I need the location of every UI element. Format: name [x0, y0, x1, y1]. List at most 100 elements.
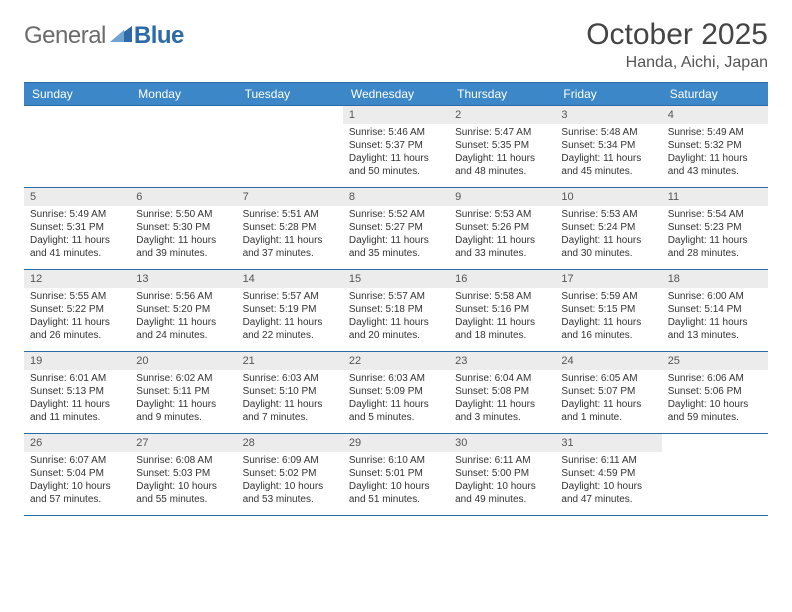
sunrise-line: Sunrise: 5:54 AM — [668, 208, 762, 221]
day-number: 4 — [662, 106, 768, 124]
calendar-cell: 20Sunrise: 6:02 AMSunset: 5:11 PMDayligh… — [130, 352, 236, 434]
day-number: 31 — [555, 434, 661, 452]
day-number: 25 — [662, 352, 768, 370]
sunset-line: Sunset: 5:24 PM — [561, 221, 655, 234]
daylight-line: Daylight: 11 hours and 11 minutes. — [30, 398, 124, 424]
day-body: Sunrise: 5:56 AMSunset: 5:20 PMDaylight:… — [130, 288, 236, 344]
sunrise-line: Sunrise: 5:51 AM — [243, 208, 337, 221]
day-body: Sunrise: 5:51 AMSunset: 5:28 PMDaylight:… — [237, 206, 343, 262]
sunset-line: Sunset: 5:20 PM — [136, 303, 230, 316]
sunrise-line: Sunrise: 5:53 AM — [455, 208, 549, 221]
day-number: 14 — [237, 270, 343, 288]
sunset-line: Sunset: 5:14 PM — [668, 303, 762, 316]
weekday-header: Saturday — [662, 83, 768, 106]
sunset-line: Sunset: 5:27 PM — [349, 221, 443, 234]
sunset-line: Sunset: 5:11 PM — [136, 385, 230, 398]
daylight-line: Daylight: 11 hours and 5 minutes. — [349, 398, 443, 424]
calendar-cell: 1Sunrise: 5:46 AMSunset: 5:37 PMDaylight… — [343, 106, 449, 188]
day-number: 22 — [343, 352, 449, 370]
day-body: Sunrise: 5:53 AMSunset: 5:26 PMDaylight:… — [449, 206, 555, 262]
sunset-line: Sunset: 5:02 PM — [243, 467, 337, 480]
sunrise-line: Sunrise: 5:57 AM — [243, 290, 337, 303]
title-block: October 2025 Handa, Aichi, Japan — [586, 18, 768, 72]
sunset-line: Sunset: 5:07 PM — [561, 385, 655, 398]
sunset-line: Sunset: 5:18 PM — [349, 303, 443, 316]
weekday-header: Monday — [130, 83, 236, 106]
sunrise-line: Sunrise: 5:47 AM — [455, 126, 549, 139]
sunset-line: Sunset: 5:23 PM — [668, 221, 762, 234]
sunrise-line: Sunrise: 6:03 AM — [243, 372, 337, 385]
sunrise-line: Sunrise: 5:52 AM — [349, 208, 443, 221]
day-body: Sunrise: 6:04 AMSunset: 5:08 PMDaylight:… — [449, 370, 555, 426]
sunrise-line: Sunrise: 5:58 AM — [455, 290, 549, 303]
sunrise-line: Sunrise: 6:09 AM — [243, 454, 337, 467]
sunset-line: Sunset: 5:03 PM — [136, 467, 230, 480]
sunrise-line: Sunrise: 5:48 AM — [561, 126, 655, 139]
daylight-line: Daylight: 11 hours and 9 minutes. — [136, 398, 230, 424]
day-number: 5 — [24, 188, 130, 206]
day-number: 6 — [130, 188, 236, 206]
sunset-line: Sunset: 5:35 PM — [455, 139, 549, 152]
calendar-cell — [24, 106, 130, 188]
day-body: Sunrise: 5:59 AMSunset: 5:15 PMDaylight:… — [555, 288, 661, 344]
day-body: Sunrise: 5:47 AMSunset: 5:35 PMDaylight:… — [449, 124, 555, 180]
daylight-line: Daylight: 11 hours and 43 minutes. — [668, 152, 762, 178]
day-number: 8 — [343, 188, 449, 206]
calendar-cell: 2Sunrise: 5:47 AMSunset: 5:35 PMDaylight… — [449, 106, 555, 188]
sunset-line: Sunset: 5:22 PM — [30, 303, 124, 316]
day-number: 10 — [555, 188, 661, 206]
calendar-row: 26Sunrise: 6:07 AMSunset: 5:04 PMDayligh… — [24, 434, 768, 516]
day-number: 13 — [130, 270, 236, 288]
day-body: Sunrise: 6:06 AMSunset: 5:06 PMDaylight:… — [662, 370, 768, 426]
calendar-cell: 14Sunrise: 5:57 AMSunset: 5:19 PMDayligh… — [237, 270, 343, 352]
day-body: Sunrise: 5:55 AMSunset: 5:22 PMDaylight:… — [24, 288, 130, 344]
daylight-line: Daylight: 11 hours and 48 minutes. — [455, 152, 549, 178]
weekday-header: Thursday — [449, 83, 555, 106]
sunrise-line: Sunrise: 6:06 AM — [668, 372, 762, 385]
calendar-cell: 5Sunrise: 5:49 AMSunset: 5:31 PMDaylight… — [24, 188, 130, 270]
day-number: 23 — [449, 352, 555, 370]
daylight-line: Daylight: 11 hours and 37 minutes. — [243, 234, 337, 260]
sunset-line: Sunset: 5:26 PM — [455, 221, 549, 234]
weekday-header: Tuesday — [237, 83, 343, 106]
sunrise-line: Sunrise: 6:10 AM — [349, 454, 443, 467]
daylight-line: Daylight: 11 hours and 1 minute. — [561, 398, 655, 424]
weekday-header: Sunday — [24, 83, 130, 106]
day-number: 9 — [449, 188, 555, 206]
daylight-line: Daylight: 11 hours and 20 minutes. — [349, 316, 443, 342]
weekday-header: Friday — [555, 83, 661, 106]
day-number: 18 — [662, 270, 768, 288]
calendar-cell: 29Sunrise: 6:10 AMSunset: 5:01 PMDayligh… — [343, 434, 449, 516]
sunset-line: Sunset: 5:06 PM — [668, 385, 762, 398]
calendar-cell: 6Sunrise: 5:50 AMSunset: 5:30 PMDaylight… — [130, 188, 236, 270]
day-number — [24, 106, 130, 124]
day-body: Sunrise: 5:49 AMSunset: 5:32 PMDaylight:… — [662, 124, 768, 180]
sunrise-line: Sunrise: 6:03 AM — [349, 372, 443, 385]
day-body: Sunrise: 6:07 AMSunset: 5:04 PMDaylight:… — [24, 452, 130, 508]
sunset-line: Sunset: 5:34 PM — [561, 139, 655, 152]
day-number: 30 — [449, 434, 555, 452]
day-number: 24 — [555, 352, 661, 370]
page-location: Handa, Aichi, Japan — [586, 54, 768, 72]
sunset-line: Sunset: 5:16 PM — [455, 303, 549, 316]
calendar-cell: 23Sunrise: 6:04 AMSunset: 5:08 PMDayligh… — [449, 352, 555, 434]
day-number: 29 — [343, 434, 449, 452]
logo-text-general: General — [24, 22, 106, 50]
sunrise-line: Sunrise: 5:49 AM — [668, 126, 762, 139]
calendar-cell: 10Sunrise: 5:53 AMSunset: 5:24 PMDayligh… — [555, 188, 661, 270]
day-number: 21 — [237, 352, 343, 370]
calendar-row: 1Sunrise: 5:46 AMSunset: 5:37 PMDaylight… — [24, 106, 768, 188]
sunset-line: Sunset: 5:15 PM — [561, 303, 655, 316]
daylight-line: Daylight: 11 hours and 45 minutes. — [561, 152, 655, 178]
calendar-row: 12Sunrise: 5:55 AMSunset: 5:22 PMDayligh… — [24, 270, 768, 352]
day-body: Sunrise: 6:00 AMSunset: 5:14 PMDaylight:… — [662, 288, 768, 344]
sunset-line: Sunset: 5:00 PM — [455, 467, 549, 480]
sunrise-line: Sunrise: 5:59 AM — [561, 290, 655, 303]
day-number: 15 — [343, 270, 449, 288]
daylight-line: Daylight: 10 hours and 49 minutes. — [455, 480, 549, 506]
day-body: Sunrise: 5:50 AMSunset: 5:30 PMDaylight:… — [130, 206, 236, 262]
day-number — [130, 106, 236, 124]
calendar-cell: 4Sunrise: 5:49 AMSunset: 5:32 PMDaylight… — [662, 106, 768, 188]
day-body: Sunrise: 5:54 AMSunset: 5:23 PMDaylight:… — [662, 206, 768, 262]
daylight-line: Daylight: 10 hours and 59 minutes. — [668, 398, 762, 424]
